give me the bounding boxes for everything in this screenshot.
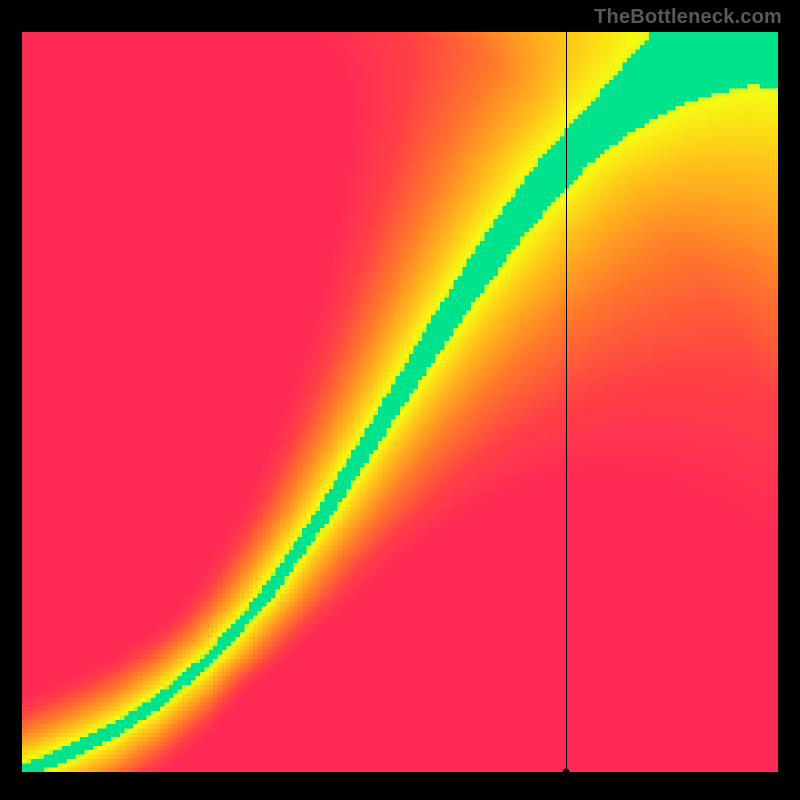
marker-horizontal-line <box>22 772 566 773</box>
chart-container: TheBottleneck.com <box>0 0 800 800</box>
marker-dot <box>563 769 570 776</box>
marker-vertical-line <box>566 32 567 772</box>
heatmap-canvas <box>22 32 778 772</box>
plot-area <box>22 32 778 772</box>
watermark-text: TheBottleneck.com <box>594 6 782 29</box>
